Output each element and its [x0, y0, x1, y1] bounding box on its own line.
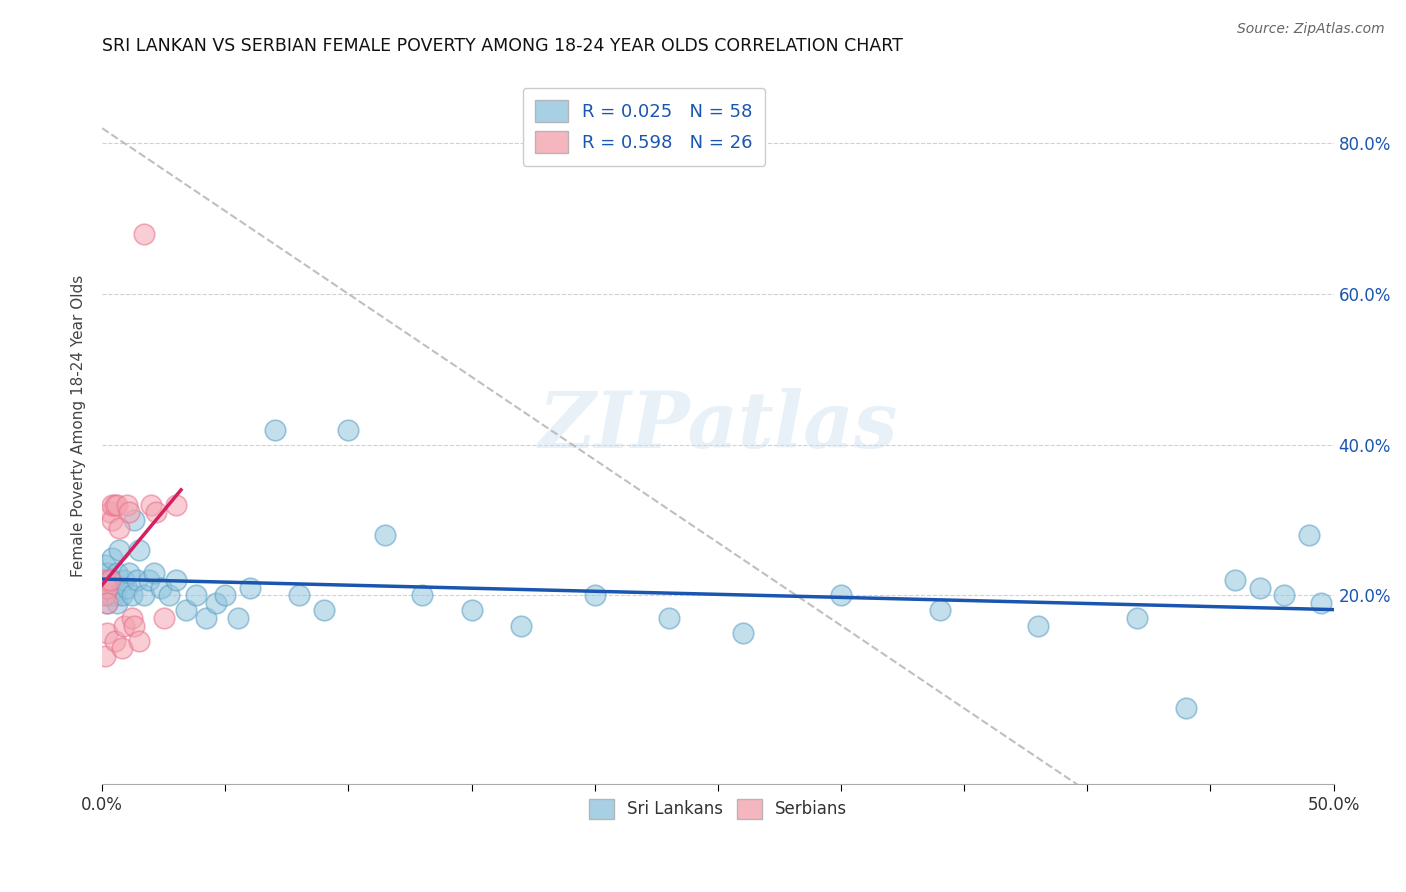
- Y-axis label: Female Poverty Among 18-24 Year Olds: Female Poverty Among 18-24 Year Olds: [72, 275, 86, 577]
- Point: [96, 581, 118, 595]
- Point: [96, 596, 118, 610]
- Point: [141, 498, 163, 512]
- Point: [98, 574, 121, 588]
- Point: [96, 566, 118, 580]
- Point: [98, 574, 121, 588]
- Point: [111, 641, 134, 656]
- Point: [96, 596, 118, 610]
- Point: [583, 588, 606, 602]
- Point: [118, 506, 141, 520]
- Point: [830, 588, 852, 602]
- Point: [132, 588, 155, 602]
- Point: [239, 581, 262, 595]
- Point: [93, 588, 115, 602]
- Point: [184, 588, 207, 602]
- Point: [101, 498, 124, 512]
- Point: [411, 588, 433, 602]
- Point: [731, 626, 754, 640]
- Point: [174, 603, 197, 617]
- Point: [509, 618, 531, 632]
- Point: [93, 574, 115, 588]
- Point: [337, 423, 360, 437]
- Point: [1310, 596, 1333, 610]
- Point: [1223, 574, 1246, 588]
- Point: [93, 558, 115, 573]
- Point: [98, 588, 121, 602]
- Point: [111, 588, 134, 602]
- Point: [374, 528, 396, 542]
- Point: [1026, 618, 1049, 632]
- Point: [96, 626, 118, 640]
- Point: [1125, 611, 1147, 625]
- Point: [204, 596, 226, 610]
- Point: [121, 588, 143, 602]
- Point: [101, 513, 124, 527]
- Point: [108, 520, 131, 534]
- Point: [112, 618, 135, 632]
- Point: [93, 648, 115, 663]
- Point: [115, 498, 138, 512]
- Point: [288, 588, 311, 602]
- Point: [103, 633, 125, 648]
- Point: [98, 506, 121, 520]
- Point: [108, 543, 131, 558]
- Point: [194, 611, 217, 625]
- Point: [150, 581, 173, 595]
- Point: [132, 227, 155, 241]
- Point: [112, 574, 135, 588]
- Point: [121, 611, 143, 625]
- Point: [101, 550, 124, 565]
- Point: [128, 543, 150, 558]
- Point: [125, 574, 148, 588]
- Text: Source: ZipAtlas.com: Source: ZipAtlas.com: [1237, 22, 1385, 37]
- Point: [105, 596, 128, 610]
- Point: [1298, 528, 1320, 542]
- Point: [1174, 701, 1197, 715]
- Text: ZIPatlas: ZIPatlas: [538, 388, 897, 464]
- Point: [214, 588, 236, 602]
- Point: [101, 574, 124, 588]
- Text: SRI LANKAN VS SERBIAN FEMALE POVERTY AMONG 18-24 YEAR OLDS CORRELATION CHART: SRI LANKAN VS SERBIAN FEMALE POVERTY AMO…: [103, 37, 903, 55]
- Point: [312, 603, 335, 617]
- Point: [157, 588, 180, 602]
- Point: [460, 603, 482, 617]
- Point: [1249, 581, 1271, 595]
- Point: [118, 566, 141, 580]
- Point: [93, 588, 115, 602]
- Point: [103, 581, 125, 595]
- Point: [138, 574, 160, 588]
- Point: [658, 611, 681, 625]
- Legend: Sri Lankans, Serbians: Sri Lankans, Serbians: [582, 792, 853, 825]
- Point: [128, 633, 150, 648]
- Point: [226, 611, 249, 625]
- Point: [122, 618, 145, 632]
- Point: [105, 566, 128, 580]
- Point: [165, 498, 187, 512]
- Point: [1274, 588, 1296, 602]
- Point: [122, 513, 145, 527]
- Point: [103, 588, 125, 602]
- Point: [152, 611, 174, 625]
- Point: [93, 574, 115, 588]
- Point: [103, 498, 125, 512]
- Point: [96, 581, 118, 595]
- Point: [928, 603, 950, 617]
- Point: [105, 498, 128, 512]
- Point: [115, 581, 138, 595]
- Point: [142, 566, 165, 580]
- Point: [98, 588, 121, 602]
- Point: [145, 506, 167, 520]
- Point: [263, 423, 285, 437]
- Point: [165, 574, 187, 588]
